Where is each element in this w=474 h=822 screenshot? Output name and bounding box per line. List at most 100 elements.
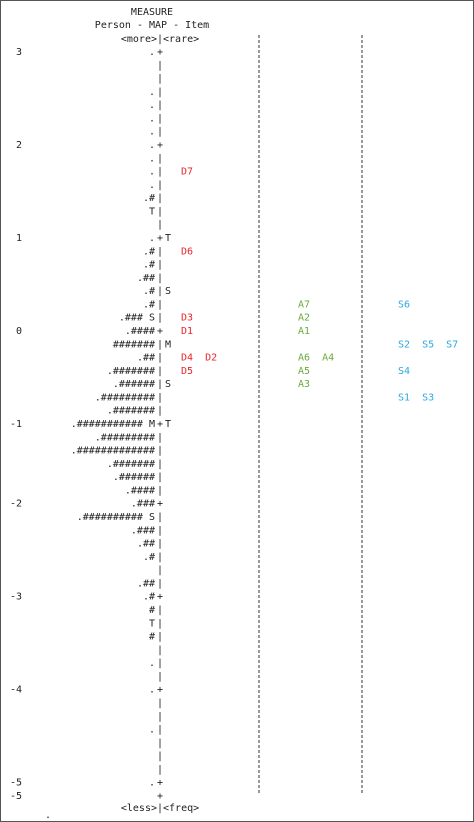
- item-stat: S: [165, 286, 171, 297]
- person-marks: .: [149, 127, 155, 138]
- axis-char: |: [157, 260, 163, 271]
- person-marks: .########### M: [71, 419, 155, 430]
- person-marks: .#: [143, 286, 155, 297]
- item-a: A1: [298, 326, 310, 337]
- axis-char: |: [157, 366, 163, 377]
- axis-char: |: [157, 299, 163, 310]
- item-d: D6: [181, 246, 193, 257]
- axis-char: |: [157, 339, 163, 350]
- person-marks: .: [149, 180, 155, 191]
- axis-char: +: [157, 419, 163, 430]
- axis-char: |: [157, 446, 163, 457]
- axis-char: |: [157, 167, 163, 178]
- item-stat: M: [165, 339, 171, 350]
- axis-char: |: [157, 751, 163, 762]
- person-marks: T: [149, 618, 155, 629]
- axis-char: +: [157, 326, 163, 337]
- axis-char: +: [157, 499, 163, 510]
- item-d: D4 D2: [181, 353, 217, 364]
- axis-char: +: [157, 778, 163, 789]
- scale-label: 3: [16, 47, 22, 58]
- axis-char: |: [157, 485, 163, 496]
- person-marks: .#########: [95, 392, 155, 403]
- person-marks: .: [149, 100, 155, 111]
- person-marks: .: [149, 725, 155, 736]
- person-marks: .### S: [119, 313, 155, 324]
- axis-char: |: [157, 392, 163, 403]
- item-s: S6: [398, 299, 410, 310]
- item-a: A5: [298, 366, 310, 377]
- axis-char: +: [157, 233, 163, 244]
- axis-char: |: [157, 379, 163, 390]
- axis-char: |: [157, 539, 163, 550]
- person-marks: .#: [143, 260, 155, 271]
- person-marks: .: [149, 778, 155, 789]
- axis-char: |: [157, 100, 163, 111]
- person-marks: .###: [131, 499, 155, 510]
- person-marks: .#: [143, 299, 155, 310]
- person-marks: .##: [137, 273, 155, 284]
- axis-char: |: [157, 472, 163, 483]
- person-marks: .#: [143, 552, 155, 563]
- axis-char: |: [157, 60, 163, 71]
- axis-char: |: [157, 353, 163, 364]
- axis-char: |: [157, 406, 163, 417]
- scale-label: -5: [10, 778, 22, 789]
- axis-char: |: [157, 313, 163, 324]
- axis-char: |: [157, 512, 163, 523]
- person-marks: .########## S: [77, 512, 155, 523]
- person-marks: .#: [143, 193, 155, 204]
- axis-char: |: [157, 87, 163, 98]
- axis-char: +: [157, 47, 163, 58]
- axis-char: |: [157, 206, 163, 217]
- person-marks: .####: [125, 485, 155, 496]
- person-marks: #: [149, 632, 155, 643]
- person-marks: .: [149, 87, 155, 98]
- axis-char: +: [157, 791, 163, 802]
- axis-char: |: [157, 658, 163, 669]
- person-marks: .####: [125, 326, 155, 337]
- person-marks: .: [149, 658, 155, 669]
- axis-char: +: [157, 685, 163, 696]
- axis-char: |: [157, 725, 163, 736]
- axis-char: |: [157, 273, 163, 284]
- axis-char: |: [157, 698, 163, 709]
- scale-label: 0: [16, 326, 22, 337]
- axis-char: |: [157, 286, 163, 297]
- person-marks: .: [149, 167, 155, 178]
- person-marks: .###: [131, 525, 155, 536]
- axis-char: |: [157, 432, 163, 443]
- axis-char: |: [157, 246, 163, 257]
- person-marks: .#########: [95, 432, 155, 443]
- axis-char: +: [157, 592, 163, 603]
- scale-label: 1: [16, 233, 22, 244]
- bottom-label: <less>|<freq>: [121, 803, 199, 814]
- item-a: A3: [298, 379, 310, 390]
- person-marks: .##: [137, 353, 155, 364]
- axis-char: |: [157, 711, 163, 722]
- person-marks: #: [149, 605, 155, 616]
- item-s: S2 S5 S7: [398, 339, 458, 350]
- person-marks: .: [149, 685, 155, 696]
- subtitle: Person - MAP - Item: [95, 20, 209, 31]
- person-marks: .##: [137, 578, 155, 589]
- item-a: A6 A4: [298, 353, 334, 364]
- axis-char: |: [157, 671, 163, 682]
- axis-char: |: [157, 193, 163, 204]
- axis-char: |: [157, 632, 163, 643]
- item-s: S1 S3: [398, 392, 434, 403]
- axis-char: |: [157, 565, 163, 576]
- person-marks: .#############: [71, 446, 155, 457]
- axis-char: |: [157, 127, 163, 138]
- axis-char: |: [157, 459, 163, 470]
- scale-label: 2: [16, 140, 22, 151]
- person-marks: .######: [113, 472, 155, 483]
- dot: .: [45, 810, 51, 821]
- item-d: D3: [181, 313, 193, 324]
- scale-label: -1: [10, 419, 22, 430]
- person-marks: .#######: [107, 406, 155, 417]
- person-marks: .: [149, 153, 155, 164]
- axis-char: |: [157, 220, 163, 231]
